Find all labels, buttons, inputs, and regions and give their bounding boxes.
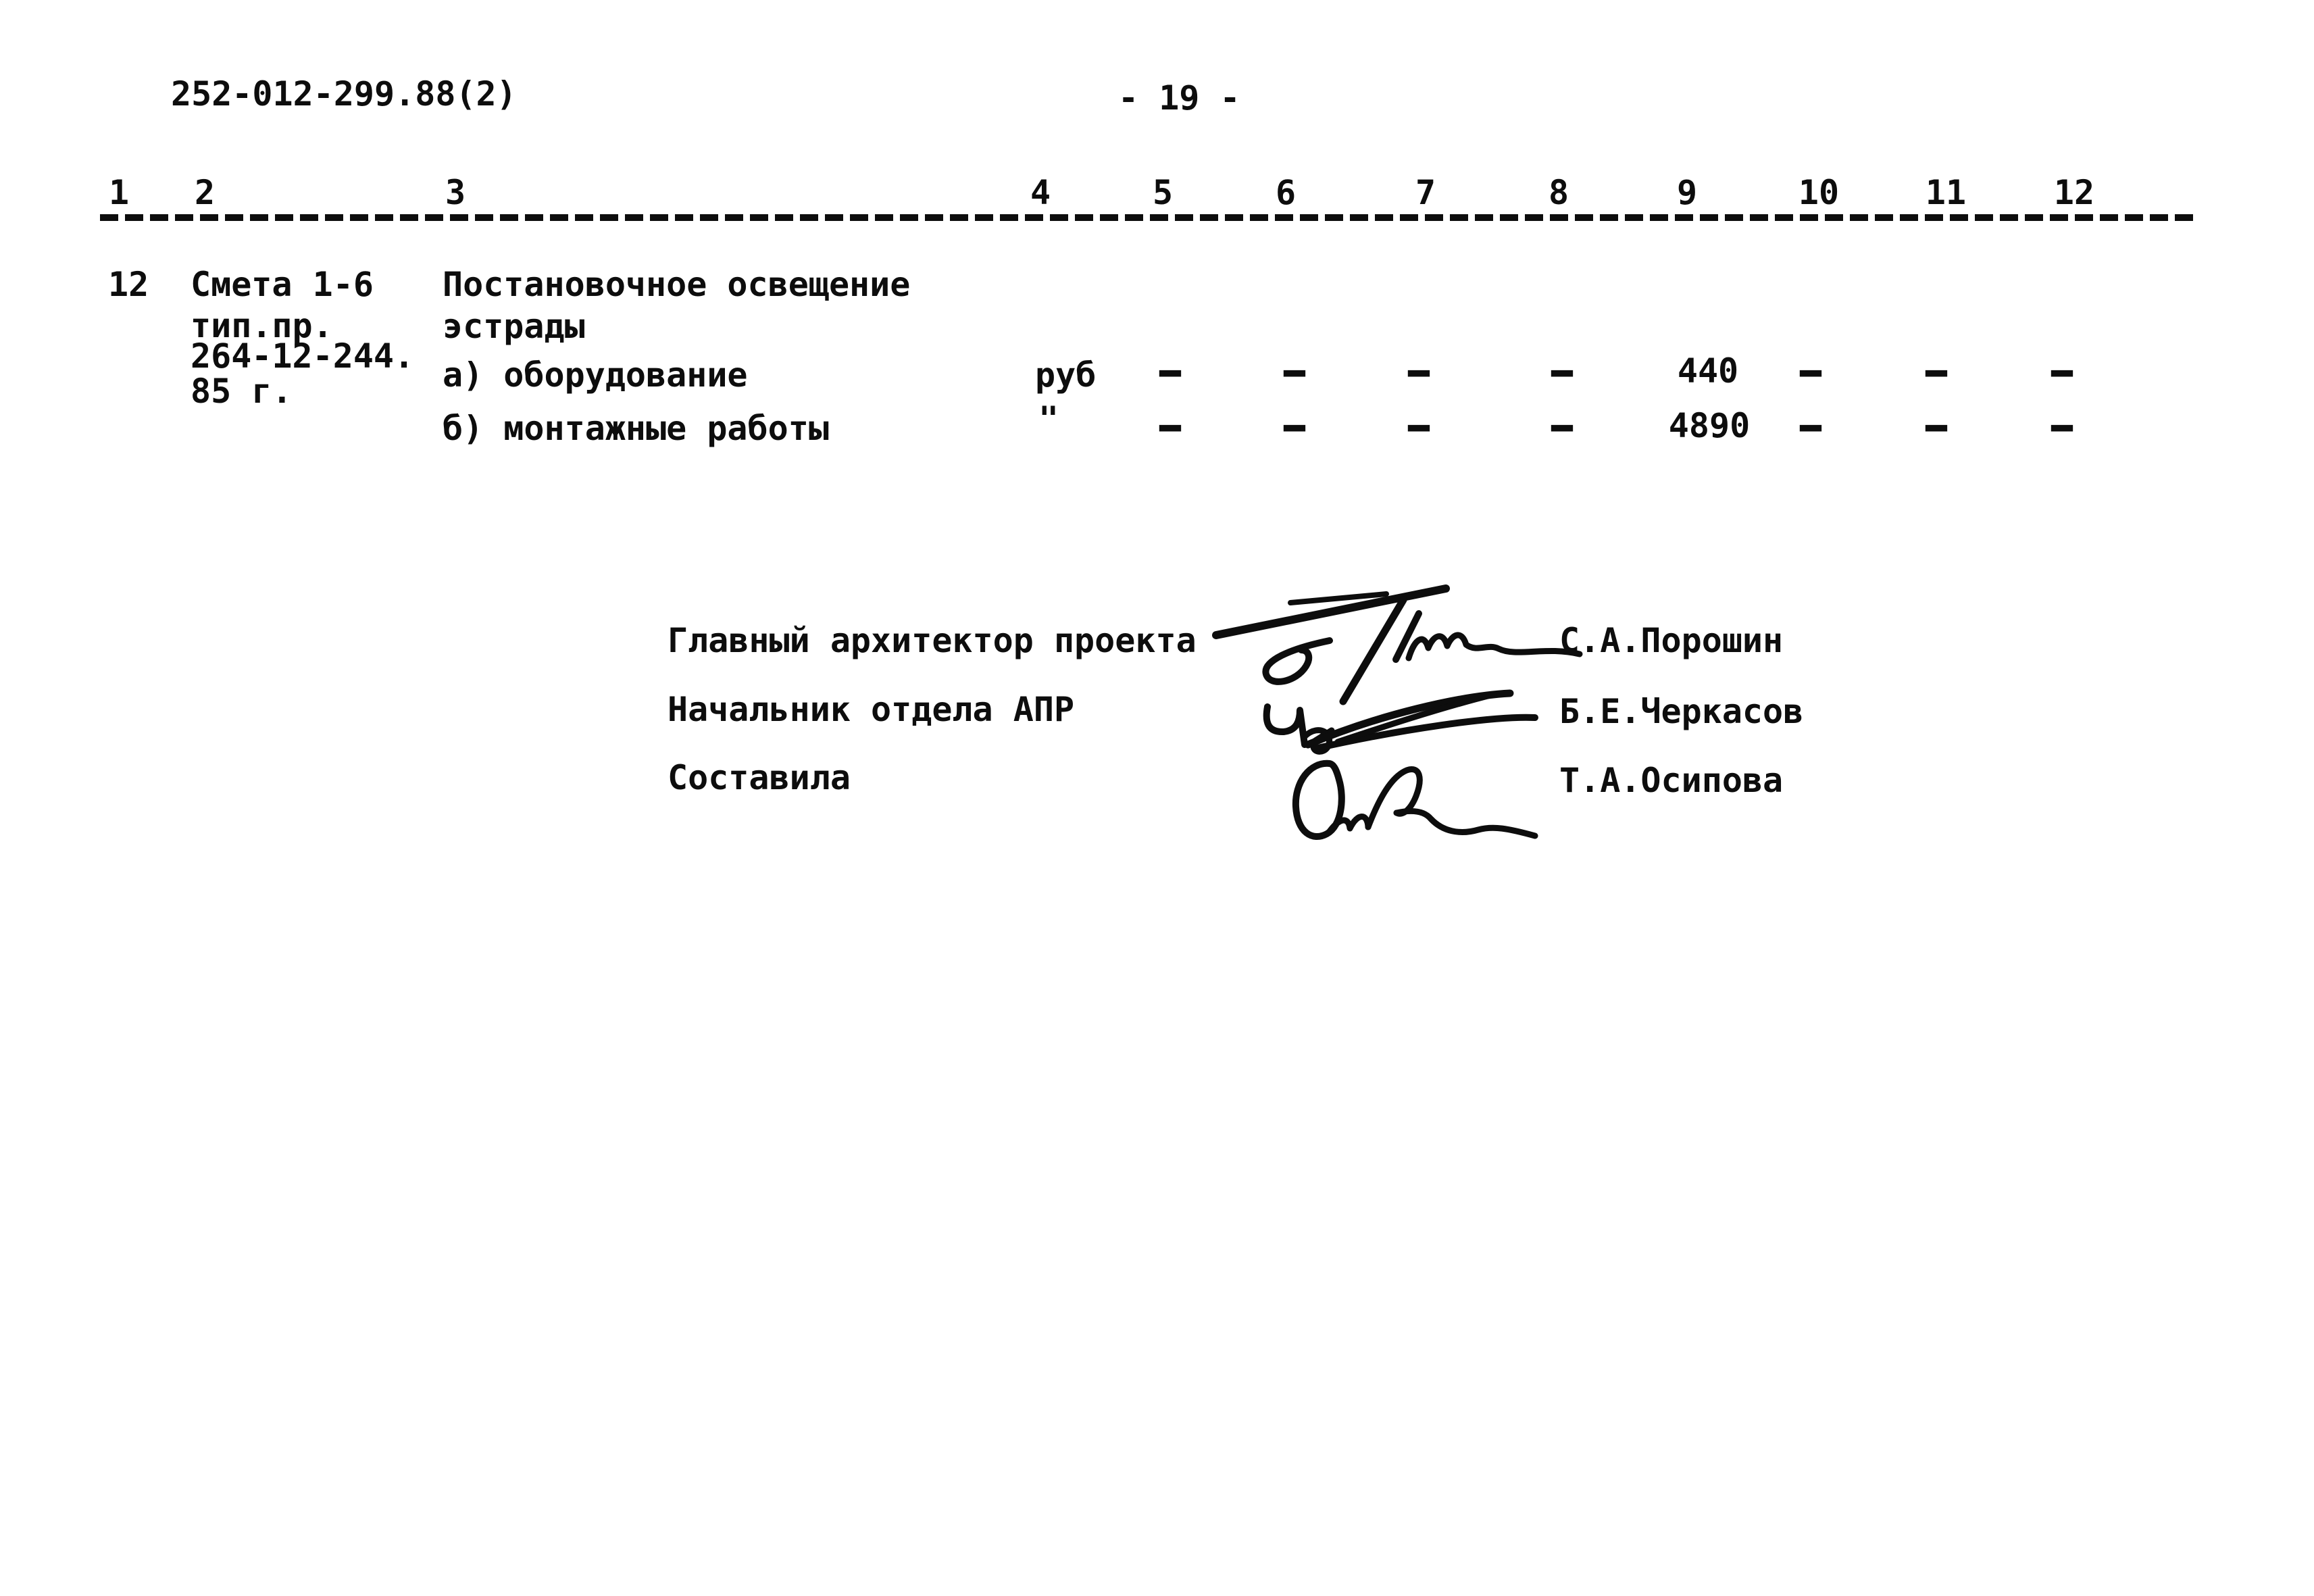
page-number: - 19 - [1118,78,1240,118]
column-number: 10 [1798,173,1840,212]
value-cell: - [1149,344,1192,397]
value-cell: - [1540,344,1584,397]
value-cell: - [2040,399,2084,452]
value-cell: - [1397,399,1440,452]
table-header-rule [100,214,2200,221]
value-cell: - [1915,344,1958,397]
signature-role: Начальник отдела АПР [668,690,1075,729]
signature-autograph-2 [1263,689,1538,755]
signature-autograph-3 [1292,759,1538,840]
item-label: б) монтажные работы [443,409,829,448]
doc-code: 252-012-299.88(2) [171,74,517,114]
signature-name: С.А.Порошин [1559,621,1784,660]
column-number: 5 [1152,173,1174,212]
row-number: 12 [108,265,149,304]
column-number: 11 [1925,173,1967,212]
signature-name: Б.Е.Черкасов [1559,692,1804,731]
signature-autograph-1 [1212,584,1583,705]
column-number: 8 [1548,173,1569,212]
signature-role: Составила [668,758,851,797]
estimate-ref-line: 264-12-244. [191,336,415,376]
column-number: 4 [1030,173,1051,212]
value-cell: 4890 [1668,406,1751,445]
value-cell: - [1149,399,1192,452]
value-cell: - [1273,399,1316,452]
signature-role: Главный архитектор проекта [668,621,1197,660]
value-cell: 440 [1677,351,1739,391]
work-title-line: Постановочное освещение [443,265,911,304]
value-cell: - [2040,344,2084,397]
estimate-ref-line: тип.пр. [191,306,333,345]
value-cell: - [1397,344,1440,397]
column-number: 7 [1415,173,1436,212]
estimate-ref-line: 85 г. [191,372,293,411]
unit-label: руб [1035,355,1097,395]
item-label: а) оборудование [443,355,748,395]
ditto-mark: " [1038,399,1059,439]
column-number: 12 [2053,173,2095,212]
value-cell: - [1789,344,1832,397]
column-number: 1 [108,173,130,212]
signature-name: Т.А.Осипова [1559,761,1784,800]
value-cell: - [1915,399,1958,452]
value-cell: - [1540,399,1584,452]
value-cell: - [1789,399,1832,452]
signature-autographs [1212,584,1583,840]
column-number: 6 [1275,173,1297,212]
column-number: 3 [445,173,466,212]
estimate-ref-line: Смета 1-6 [191,265,374,304]
column-number: 9 [1676,173,1698,212]
column-number: 2 [194,173,216,212]
value-cell: - [1273,344,1316,397]
work-title-line: эстрады [443,307,585,346]
